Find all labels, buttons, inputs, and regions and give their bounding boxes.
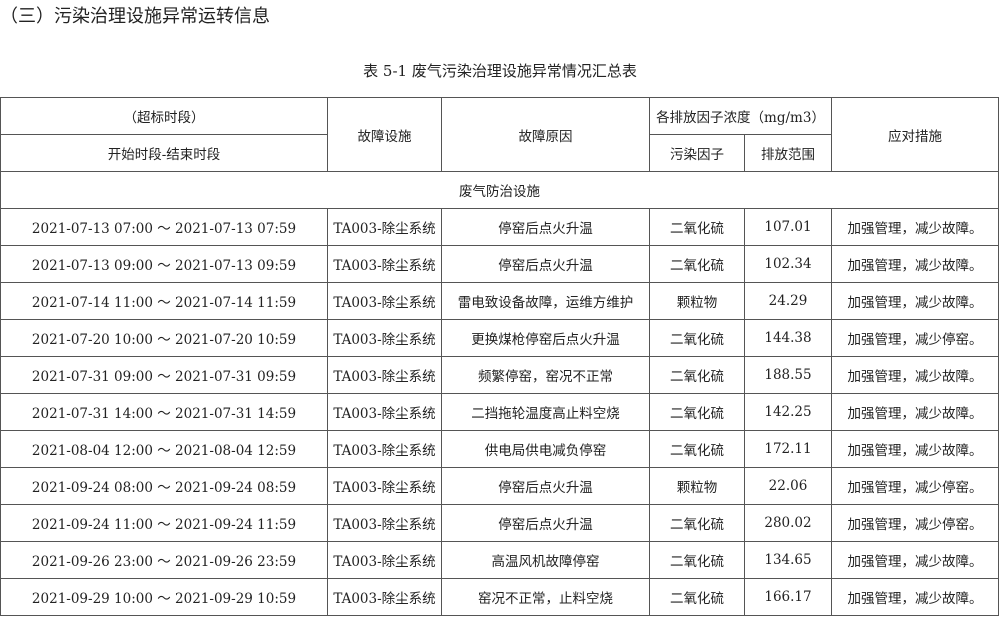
cell-measures: 加强管理，减少故障。: [831, 578, 1000, 616]
cell-pollutant: 二氧化硫: [649, 504, 745, 542]
header-range: 排放范围: [743, 134, 833, 172]
cell-facility: TA003-除尘系统: [327, 504, 442, 542]
cell-range: 280.02: [743, 504, 833, 542]
cell-range: 166.17: [743, 578, 833, 616]
cell-range: 102.34: [743, 245, 833, 283]
cell-facility: TA003-除尘系统: [327, 356, 442, 394]
header-facility: 故障设施: [327, 97, 442, 172]
cell-pollutant: 二氧化硫: [649, 430, 745, 468]
section-row: 废气防治设施: [0, 171, 1000, 209]
cell-measures: 加强管理，减少停窑。: [831, 504, 1000, 542]
table-caption: 表 5-1 废气污染治理设施异常情况汇总表: [363, 62, 637, 80]
cell-pollutant: 二氧化硫: [649, 393, 745, 431]
cell-range: 172.11: [743, 430, 833, 468]
table-row: 2021-07-31 14:00 ～ 2021-07-31 14:59 TA003…: [0, 393, 1000, 431]
header-measures: 应对措施: [831, 97, 1000, 172]
cell-range: 24.29: [743, 282, 833, 320]
cell-facility: TA003-除尘系统: [327, 541, 442, 579]
cell-period: 2021-07-13 09:00 ～ 2021-07-13 09:59: [0, 245, 328, 283]
cell-period: 2021-07-31 09:00 ～ 2021-07-31 09:59: [0, 356, 328, 394]
header-period: 开始时段-结束时段: [0, 134, 328, 172]
cell-period: 2021-07-14 11:00 ～ 2021-07-14 11:59: [0, 282, 328, 320]
cell-pollutant: 二氧化硫: [649, 245, 745, 283]
cell-period: 2021-09-26 23:00 ～ 2021-09-26 23:59: [0, 541, 328, 579]
cell-pollutant: 二氧化硫: [649, 319, 745, 357]
cell-period: 2021-07-20 10:00 ～ 2021-07-20 10:59: [0, 319, 328, 357]
cell-measures: 加强管理，减少故障。: [831, 541, 1000, 579]
cell-measures: 加强管理，减少故障。: [831, 393, 1000, 431]
table-row: 2021-09-24 11:00 ～ 2021-09-24 11:59 TA003…: [0, 504, 1000, 542]
cell-range: 22.06: [743, 467, 833, 505]
cell-pollutant: 颗粒物: [649, 282, 745, 320]
cell-measures: 加强管理，减少故障。: [831, 356, 1000, 394]
section-title: （三）污染治理设施异常运转信息: [0, 6, 270, 27]
cell-reason: 停窑后点火升温: [441, 467, 650, 505]
cell-reason: 二挡拖轮温度高止料空烧: [441, 393, 650, 431]
cell-period: 2021-07-13 07:00 ～ 2021-07-13 07:59: [0, 208, 328, 246]
cell-facility: TA003-除尘系统: [327, 393, 442, 431]
cell-reason: 停窑后点火升温: [441, 245, 650, 283]
cell-measures: 加强管理，减少停窑。: [831, 319, 1000, 357]
cell-period: 2021-09-24 11:00 ～ 2021-09-24 11:59: [0, 504, 328, 542]
cell-range: 142.25: [743, 393, 833, 431]
cell-pollutant: 二氧化硫: [649, 208, 745, 246]
cell-measures: 加强管理，减少故障。: [831, 245, 1000, 283]
cell-period: 2021-09-29 10:00 ～ 2021-09-29 10:59: [0, 578, 328, 616]
cell-range: 134.65: [743, 541, 833, 579]
cell-pollutant: 颗粒物: [649, 467, 745, 505]
cell-range: 144.38: [743, 319, 833, 357]
cell-facility: TA003-除尘系统: [327, 282, 442, 320]
cell-facility: TA003-除尘系统: [327, 245, 442, 283]
table-row: 2021-07-13 07:00 ～ 2021-07-13 07:59 TA003…: [0, 208, 1000, 246]
table-row: 2021-07-14 11:00 ～ 2021-07-14 11:59 TA003…: [0, 282, 1000, 320]
cell-facility: TA003-除尘系统: [327, 467, 442, 505]
cell-facility: TA003-除尘系统: [327, 430, 442, 468]
header-concentration-group: 各排放因子浓度（mg/m3）: [648, 97, 833, 135]
cell-period: 2021-08-04 12:00 ～ 2021-08-04 12:59: [0, 430, 328, 468]
cell-pollutant: 二氧化硫: [649, 356, 745, 394]
cell-reason: 停窑后点火升温: [441, 208, 650, 246]
cell-measures: 加强管理，减少故障。: [831, 430, 1000, 468]
cell-period: 2021-07-31 14:00 ～ 2021-07-31 14:59: [0, 393, 328, 431]
cell-period: 2021-09-24 08:00 ～ 2021-09-24 08:59: [0, 467, 328, 505]
cell-measures: 加强管理，减少故障。: [831, 282, 1000, 320]
cell-pollutant: 二氧化硫: [649, 541, 745, 579]
cell-facility: TA003-除尘系统: [327, 578, 442, 616]
cell-range: 188.55: [743, 356, 833, 394]
table-row: 2021-07-31 09:00 ～ 2021-07-31 09:59 TA003…: [0, 356, 1000, 394]
cell-reason: 供电局供电减负停窑: [441, 430, 650, 468]
table-row: 2021-07-20 10:00 ～ 2021-07-20 10:59 TA003…: [0, 319, 1000, 357]
cell-pollutant: 二氧化硫: [649, 578, 745, 616]
cell-reason: 高温风机故障停窑: [441, 541, 650, 579]
cell-reason: 更换煤枪停窑后点火升温: [441, 319, 650, 357]
cell-reason: 停窑后点火升温: [441, 504, 650, 542]
table-row: 2021-09-24 08:00 ～ 2021-09-24 08:59 TA003…: [0, 467, 1000, 505]
cell-facility: TA003-除尘系统: [327, 208, 442, 246]
header-reason: 故障原因: [441, 97, 650, 172]
abnormal-operation-table: （超标时段） 故障设施 故障原因 各排放因子浓度（mg/m3） 应对措施 开始时…: [0, 97, 1000, 616]
table-row: 2021-09-26 23:00 ～ 2021-09-26 23:59 TA003…: [0, 541, 1000, 579]
table-row: 2021-08-04 12:00 ～ 2021-08-04 12:59 TA003…: [0, 430, 1000, 468]
cell-measures: 加强管理，减少故障。: [831, 208, 1000, 246]
cell-reason: 频繁停窑，窑况不正常: [441, 356, 650, 394]
header-period-group: （超标时段）: [0, 97, 328, 135]
header-pollutant: 污染因子: [649, 134, 745, 172]
cell-range: 107.01: [743, 208, 833, 246]
table-row: 2021-09-29 10:00 ～ 2021-09-29 10:59 TA003…: [0, 578, 1000, 616]
cell-measures: 加强管理，减少停窑。: [831, 467, 1000, 505]
cell-facility: TA003-除尘系统: [327, 319, 442, 357]
cell-reason: 窑况不正常，止料空烧: [441, 578, 650, 616]
cell-reason: 雷电致设备故障，运维方维护: [441, 282, 650, 320]
table-row: 2021-07-13 09:00 ～ 2021-07-13 09:59 TA003…: [0, 245, 1000, 283]
